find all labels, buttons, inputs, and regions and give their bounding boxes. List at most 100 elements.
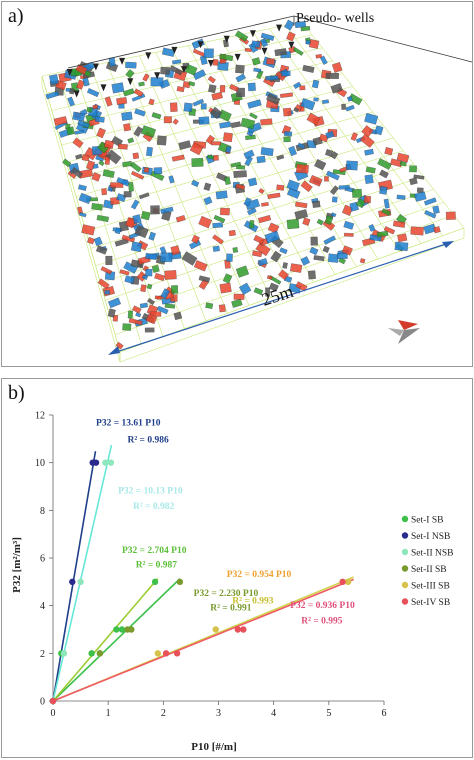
fracture-plane xyxy=(91,172,101,182)
grid-line xyxy=(105,189,434,301)
fracture-plane xyxy=(151,264,160,273)
fracture-plane xyxy=(319,55,328,65)
fracture-plane xyxy=(116,193,127,202)
fracture-plane xyxy=(128,318,143,326)
fracture-plane xyxy=(105,255,113,265)
fracture-plane xyxy=(72,137,84,149)
fracture-plane xyxy=(130,241,143,253)
fracture-plane xyxy=(243,197,252,207)
fracture-plane xyxy=(139,302,148,309)
fracture-plane xyxy=(125,217,136,229)
fracture-plane xyxy=(267,222,280,234)
fracture-plane xyxy=(77,120,90,128)
data-point xyxy=(102,459,109,466)
fracture-plane xyxy=(286,179,300,192)
fracture-plane xyxy=(302,217,311,226)
fracture-plane xyxy=(191,158,204,167)
data-point xyxy=(234,626,242,633)
pseudo-well-marker xyxy=(261,47,268,55)
fracture-plane xyxy=(132,305,142,314)
legend-label: Set-I SB xyxy=(411,516,443,526)
fracture-plane xyxy=(322,99,329,104)
fracture-plane xyxy=(87,236,95,245)
fracture-plane xyxy=(172,118,179,125)
fit-line-set-iv-sb xyxy=(52,578,354,702)
fracture-plane xyxy=(260,118,273,126)
fracture-plane xyxy=(228,229,236,237)
grid-line xyxy=(269,28,422,244)
fracture-plane xyxy=(122,323,132,331)
fracture-network-image: Pseudo- wells 25m xyxy=(41,11,472,363)
fracture-plane xyxy=(288,145,297,157)
data-point xyxy=(128,626,135,633)
data-point xyxy=(107,459,115,466)
y-tick-label: 10 xyxy=(35,458,45,469)
fit-line-set-i-nsb xyxy=(52,451,97,702)
fracture-plane xyxy=(212,59,219,66)
fracture-plane xyxy=(284,19,295,31)
fit-equation-label: P32 = 10.13 P10 xyxy=(118,487,183,497)
legend-label: Set-II NSB xyxy=(411,549,454,559)
fracture-plane xyxy=(162,47,175,57)
fracture-plane xyxy=(268,282,279,292)
fracture-plane xyxy=(116,97,128,105)
data-point xyxy=(92,459,100,466)
data-point xyxy=(176,578,184,586)
fracture-plane xyxy=(266,93,281,105)
fracture-plane xyxy=(338,185,350,190)
data-point xyxy=(240,626,247,633)
fracture-plane xyxy=(79,212,87,218)
grid-line xyxy=(100,176,424,284)
fracture-plane xyxy=(244,47,252,53)
fracture-plane xyxy=(300,98,316,111)
fracture-plane xyxy=(101,188,107,196)
data-point xyxy=(212,626,219,633)
fracture-plane xyxy=(205,134,215,145)
fracture-plane xyxy=(308,270,316,280)
fracture-plane xyxy=(253,67,262,73)
fracture-plane xyxy=(318,133,329,143)
fracture-plane xyxy=(379,185,388,195)
fracture-plane xyxy=(332,196,338,203)
fracture-plane xyxy=(364,148,374,156)
pseudo-wells xyxy=(66,24,295,98)
fracture-plane xyxy=(206,154,215,160)
fracture-plane xyxy=(132,214,142,225)
fracture-plane xyxy=(133,88,144,97)
fracture-plane xyxy=(141,125,156,138)
chart-legend: Set-I SB Set-I NSB Set-II NSB Set-II SB Set-… xyxy=(401,516,454,608)
fracture-plane xyxy=(239,282,252,295)
fracture-planes xyxy=(45,19,456,350)
fracture-plane xyxy=(396,152,410,163)
fracture-plane xyxy=(342,204,353,216)
fracture-plane xyxy=(135,312,142,318)
fracture-plane xyxy=(296,164,309,174)
fit-equation-label: P32 = 13.61 P10 xyxy=(96,419,161,429)
fracture-plane xyxy=(122,160,133,168)
fracture-plane xyxy=(142,274,148,280)
fracture-plane xyxy=(243,149,255,160)
fit-line-set-ii-sb xyxy=(52,578,159,702)
fracture-plane xyxy=(256,69,264,80)
y-tick-label: 6 xyxy=(40,554,45,565)
data-point xyxy=(88,650,95,657)
fracture-plane xyxy=(235,73,246,83)
fracture-plane xyxy=(67,170,77,179)
fracture-plane xyxy=(192,98,204,107)
fracture-plane xyxy=(424,197,437,206)
fit-equation-label: P32 = 2.230 P10 xyxy=(194,589,259,599)
fracture-plane xyxy=(160,66,170,75)
legend-label: Set-I NSB xyxy=(411,532,450,542)
fracture-plane xyxy=(121,111,133,121)
fracture-plane xyxy=(280,92,293,98)
fracture-plane xyxy=(235,64,245,74)
fracture-plane xyxy=(233,170,247,178)
fit-lines xyxy=(52,444,354,702)
fracture-plane xyxy=(108,297,121,309)
fracture-plane xyxy=(309,175,323,187)
pseudo-well-marker xyxy=(234,53,241,61)
pseudo-well-marker xyxy=(127,78,134,86)
fracture-plane xyxy=(138,192,150,200)
fracture-plane xyxy=(66,126,75,136)
